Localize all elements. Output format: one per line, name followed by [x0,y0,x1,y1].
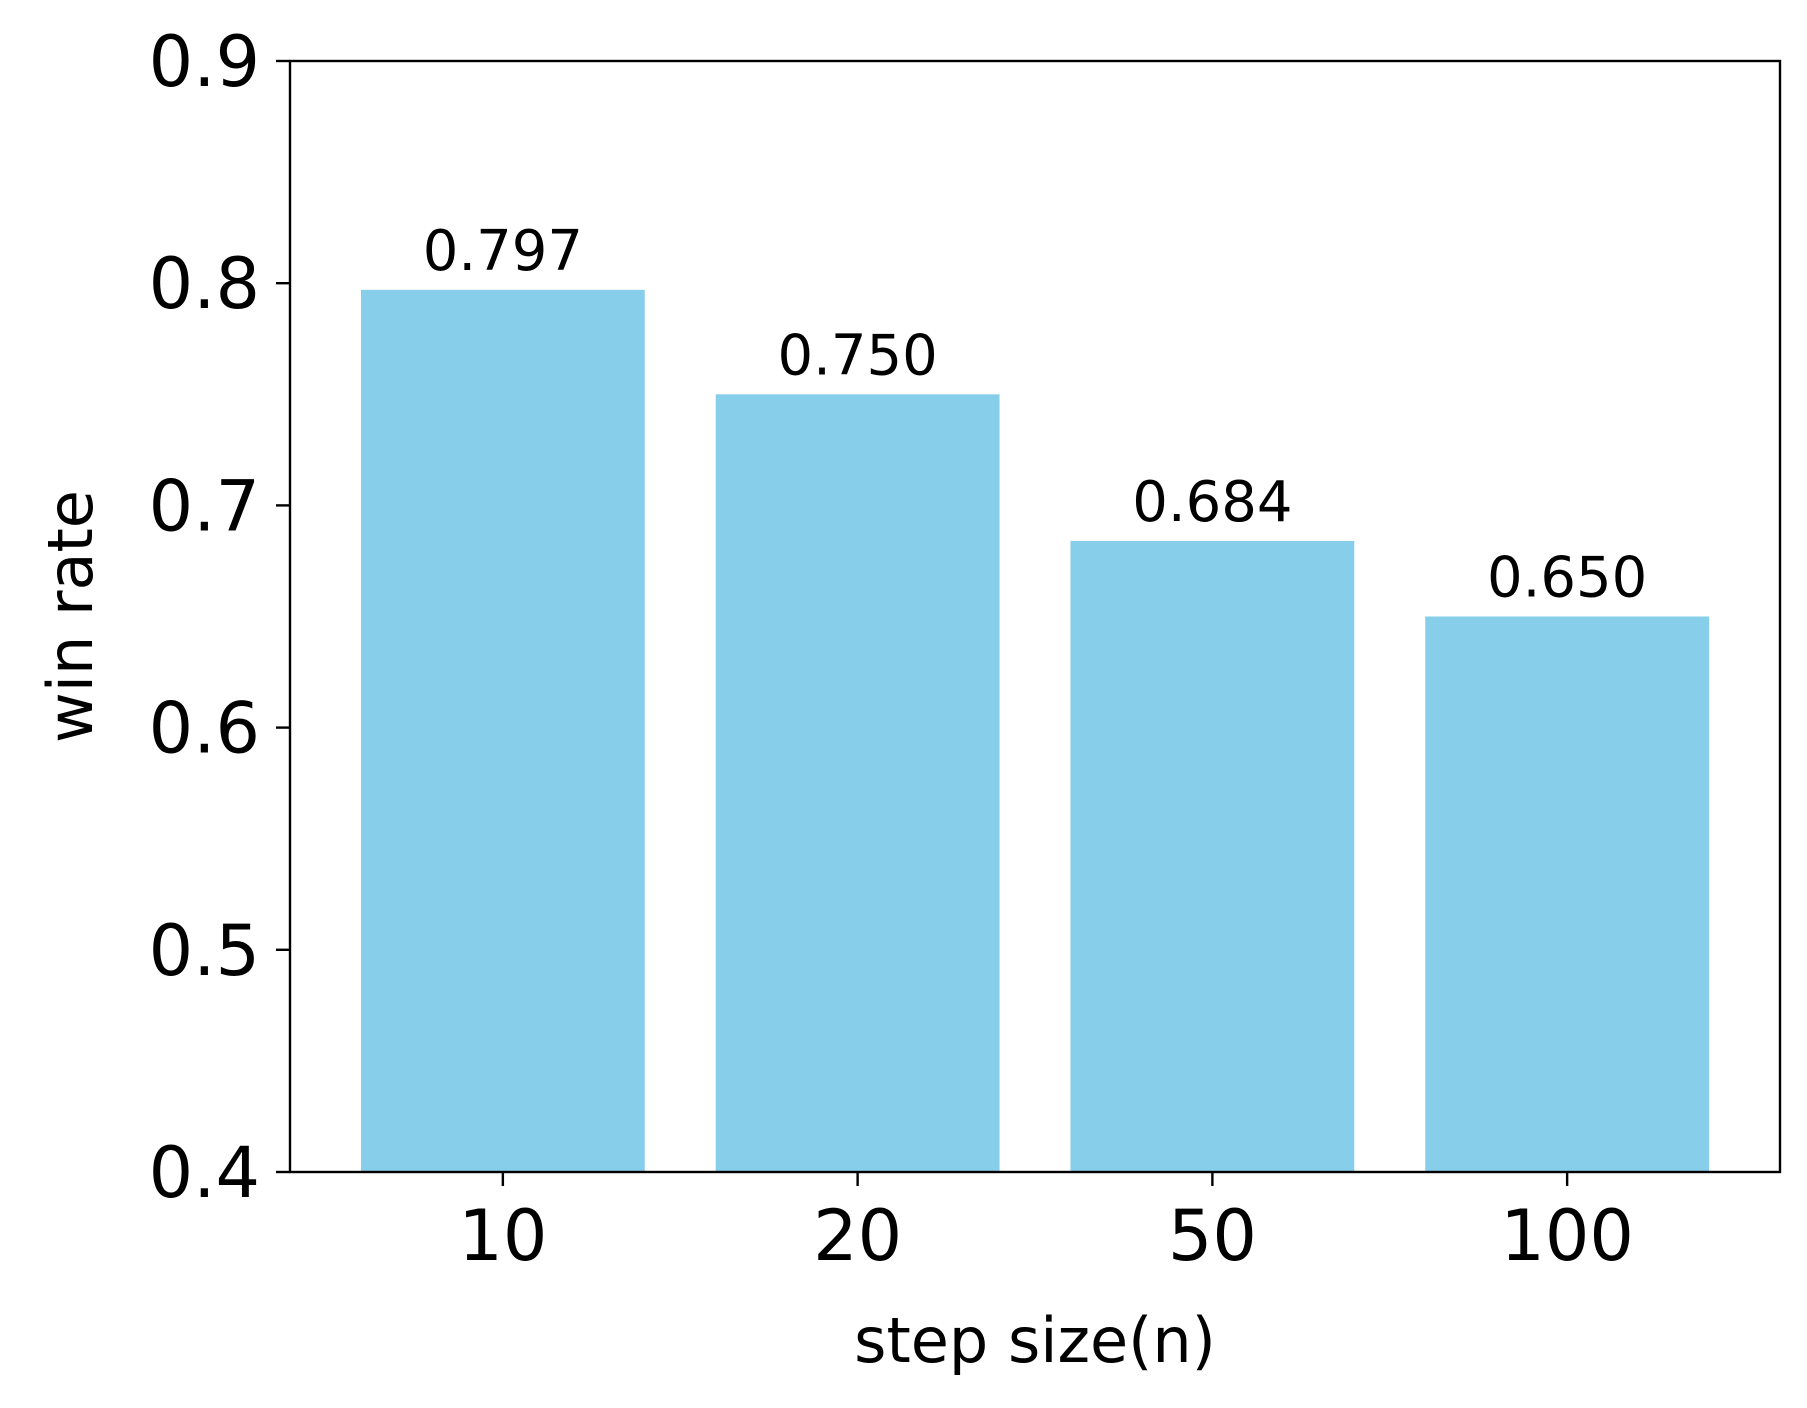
bar-10 [360,289,645,1173]
y-axis: 0.4 0.5 0.6 0.7 0.8 0.9 [149,21,290,1214]
bar-20 [715,394,1000,1172]
x-axis-title: step size(n) [854,1304,1216,1377]
x-axis: 10 20 50 100 [458,1172,1634,1277]
y-tick-label-0.6: 0.6 [149,688,260,770]
bar-value-labels: 0.797 0.750 0.684 0.650 [423,219,1648,611]
y-tick-label-0.5: 0.5 [149,910,260,992]
x-tick-label-100: 100 [1500,1195,1634,1277]
bar-value-label-100: 0.650 [1487,546,1647,611]
y-tick-label-0.8: 0.8 [149,243,260,325]
bar-50 [1070,540,1355,1172]
x-tick-label-10: 10 [458,1195,547,1277]
bar-100 [1425,616,1710,1172]
bar-value-label-20: 0.750 [777,323,937,388]
bar-value-label-50: 0.684 [1132,470,1292,535]
x-tick-label-50: 50 [1168,1195,1257,1277]
plot-frame [288,59,1782,1174]
y-tick-label-0.4: 0.4 [149,1132,260,1214]
y-axis-title: win rate [34,490,107,743]
bars-group [360,289,1710,1173]
y-tick-label-0.7: 0.7 [149,465,260,547]
y-tick-label-0.9: 0.9 [149,21,260,103]
bar-value-label-10: 0.797 [423,219,583,284]
x-tick-label-20: 20 [813,1195,902,1277]
